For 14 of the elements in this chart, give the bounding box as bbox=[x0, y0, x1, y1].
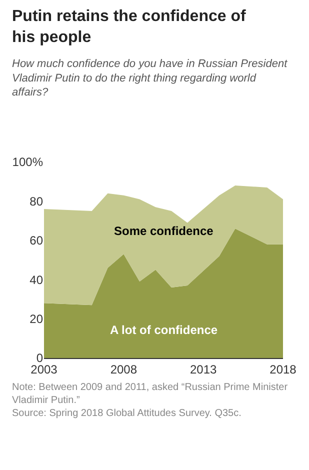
series-label: A lot of confidence bbox=[110, 323, 218, 337]
y-tick-label: 40 bbox=[30, 272, 44, 287]
source-note: Source: Spring 2018 Global Attitudes Survey. Q35c. bbox=[12, 408, 242, 419]
y-tick-label: 100% bbox=[12, 155, 44, 170]
text: Note: Between 2009 and 2011, asked “Russian Prime Minister Vladimir Putin.” bbox=[12, 382, 288, 406]
x-tick-label: 2013 bbox=[190, 362, 217, 376]
chart-subtitle: How much confidence do you have in Russian President Vladimir Putin to do the right thing regarding world affairs? bbox=[12, 58, 288, 99]
x-tick-label: 2008 bbox=[110, 362, 138, 376]
y-tick-label: 80 bbox=[30, 194, 44, 208]
x-tick-label: 2018 bbox=[270, 362, 297, 376]
chart-title: Putin retains the confidence of his people bbox=[12, 8, 246, 46]
y-tick-label: 60 bbox=[30, 234, 44, 248]
y-tick-label: 20 bbox=[30, 312, 44, 326]
series-label: Some confidence bbox=[114, 224, 214, 238]
